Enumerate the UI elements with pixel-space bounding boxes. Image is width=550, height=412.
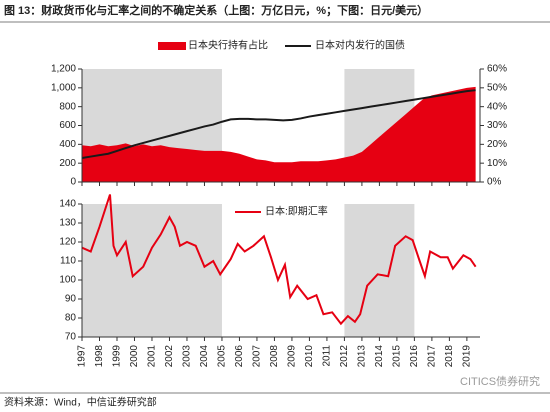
y2-tick-label: 20%	[487, 139, 507, 150]
x-tick-label: 2016	[409, 345, 420, 368]
y-tick-label: 120	[59, 237, 76, 248]
x-tick-label: 2006	[234, 345, 245, 368]
x-tick-label: 2015	[392, 345, 403, 368]
legend-swatch	[158, 42, 186, 50]
y-tick-label: 140	[59, 199, 76, 210]
x-tick-label: 2018	[444, 345, 455, 368]
x-tick-label: 2011	[322, 345, 333, 367]
y2-tick-label: 50%	[487, 82, 507, 93]
y-tick-label: 1,000	[51, 82, 76, 93]
x-tick-label: 1998	[94, 345, 105, 368]
x-tick-label: 2009	[287, 345, 298, 368]
y-tick-label: 100	[59, 275, 76, 286]
y-tick-label: 800	[59, 101, 76, 112]
x-tick-label: 2008	[269, 345, 280, 368]
line	[81, 89, 476, 159]
x-tick-label: 2014	[374, 345, 385, 368]
x-tick-label: 2007	[252, 345, 263, 368]
x-tick-label: 2003	[182, 345, 193, 368]
y-tick-label: 400	[59, 139, 76, 150]
x-tick-label: 1997	[77, 345, 88, 368]
x-tick-label: 2013	[357, 345, 368, 368]
x-tick-label: 2017	[427, 345, 438, 368]
y2-tick-label: 60%	[487, 64, 507, 75]
x-tick-label: 2000	[129, 345, 140, 368]
y-tick-label: 90	[65, 294, 77, 305]
source: 资料来源：Wind，中信证券研究部	[4, 396, 157, 409]
legend-label: 日本对内发行的国债	[315, 39, 405, 52]
y-tick-label: 80	[65, 313, 77, 324]
y-tick-label: 130	[59, 218, 76, 229]
x-tick-label: 2010	[304, 345, 315, 368]
shaded-region	[344, 204, 415, 337]
y-tick-label: 70	[65, 332, 77, 343]
x-tick-label: 1999	[112, 345, 123, 368]
y-tick-label: 110	[60, 256, 76, 267]
y-tick-label: 1,200	[51, 64, 76, 75]
legend-label: 日本央行持有占比	[188, 39, 268, 52]
legend-label: 日本:即期汇率	[265, 205, 328, 218]
line	[81, 194, 477, 326]
area	[82, 86, 476, 182]
x-tick-label: 2002	[164, 345, 175, 368]
y2-tick-label: 30%	[487, 120, 507, 131]
y2-tick-label: 10%	[487, 158, 507, 169]
x-tick-label: 2012	[339, 345, 350, 368]
chart-title: 图 13：财政货币化与汇率之间的不确定关系（上图：万亿日元，%；下图：日元/美元…	[4, 3, 428, 17]
y2-tick-label: 0%	[487, 177, 502, 188]
x-tick-label: 2004	[199, 345, 210, 368]
y2-tick-label: 40%	[487, 101, 507, 112]
watermark: CITICS债券研究	[460, 374, 540, 388]
shaded-region	[82, 204, 222, 337]
x-tick-label: 2019	[462, 345, 473, 368]
x-tick-label: 2001	[147, 345, 158, 368]
y-tick-label: 600	[59, 120, 76, 131]
x-tick-label: 2005	[217, 345, 228, 368]
y-tick-label: 200	[59, 158, 76, 169]
y-tick-label: 0	[70, 177, 76, 188]
